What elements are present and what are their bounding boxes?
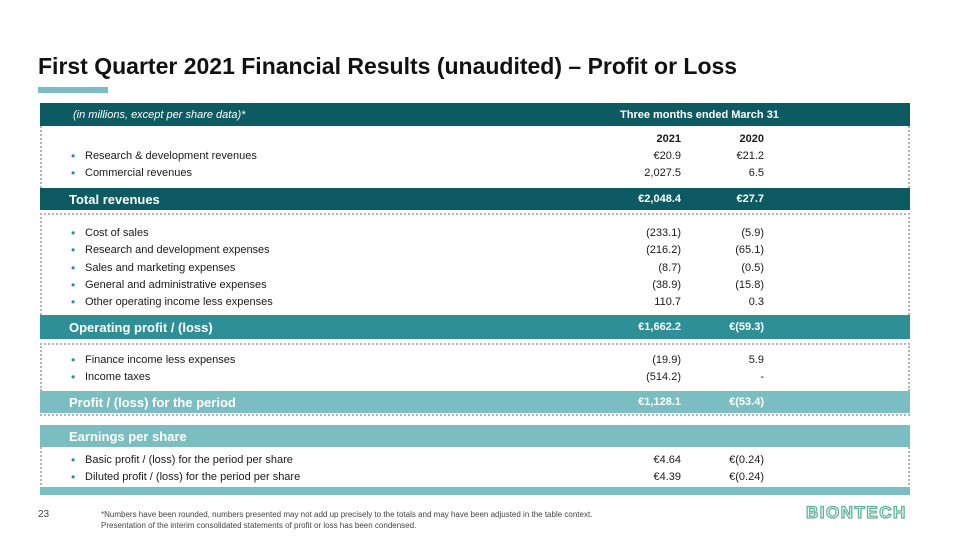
eps-header-label: Earnings per share (69, 428, 187, 444)
value-2020: (15.8) (735, 279, 764, 291)
table-frame-left (40, 126, 42, 188)
bullet-icon: • (71, 243, 76, 257)
bullet-icon: • (71, 226, 76, 240)
footnote: *Numbers have been rounded, numbers pres… (101, 509, 592, 531)
value-2020: 0.3 (748, 296, 764, 308)
section-divider (40, 414, 910, 416)
value-2020: (5.9) (741, 227, 764, 239)
bullet-icon: • (71, 149, 76, 163)
total-revenues-2020: €27.7 (736, 193, 764, 205)
total-revenues-row: Total revenues €2,048.4 €27.7 (40, 188, 910, 210)
value-2021: (216.2) (646, 244, 681, 256)
units-note: (in millions, except per share data)* (73, 108, 246, 121)
footnote-line: Presentation of the interim consolidated… (101, 521, 417, 530)
row-label: Finance income less expenses (85, 354, 236, 366)
logo-text: BIONTECH (806, 503, 907, 522)
row-label: Commercial revenues (85, 167, 192, 179)
table-frame-left (40, 213, 42, 315)
value-2020: €21.2 (736, 150, 764, 162)
bullet-icon: • (71, 453, 76, 467)
section-divider (40, 343, 910, 345)
bullet-icon: • (71, 278, 76, 292)
profit-period-2021: €1,128.1 (638, 396, 681, 408)
row-label: General and administrative expenses (85, 279, 267, 291)
bullet-icon: • (71, 470, 76, 484)
value-2020: 5.9 (748, 354, 764, 366)
year-2020: 2020 (739, 133, 764, 145)
row-label: Research and development expenses (85, 244, 270, 256)
bullet-icon: • (71, 370, 76, 384)
year-header-row: 2021 2020 (40, 131, 910, 148)
eps-header-row: Earnings per share (40, 425, 910, 447)
section-divider (40, 213, 910, 215)
table-row: • Diluted profit / (loss) for the period… (40, 469, 910, 486)
operating-profit-2020: €(59.3) (729, 321, 764, 333)
table-row: • Basic profit / (loss) for the period p… (40, 452, 910, 469)
table-frame-left (40, 447, 42, 489)
table-frame-right (908, 343, 910, 391)
table-row: • Other operating income less expenses 1… (40, 294, 910, 311)
year-2021: 2021 (656, 133, 681, 145)
row-label: Cost of sales (85, 227, 149, 239)
table-frame-right (908, 213, 910, 315)
table-row: • Commercial revenues 2,027.5 6.5 (40, 165, 910, 182)
value-2021: (514.2) (646, 371, 681, 383)
value-2020: (0.5) (741, 262, 764, 274)
value-2021: (38.9) (652, 279, 681, 291)
value-2021: €4.39 (653, 471, 681, 483)
bullet-icon: • (71, 261, 76, 275)
table-frame-right (908, 447, 910, 489)
table-bottom-bar (40, 487, 910, 495)
profit-period-label: Profit / (loss) for the period (69, 394, 236, 410)
row-label: Income taxes (85, 371, 151, 383)
row-label: Research & development revenues (85, 150, 257, 162)
bullet-icon: • (71, 295, 76, 309)
table-row: • Sales and marketing expenses (8.7) (0.… (40, 260, 910, 277)
table-row: • Cost of sales (233.1) (5.9) (40, 225, 910, 242)
value-2020: €(0.24) (729, 471, 764, 483)
footnote-line: *Numbers have been rounded, numbers pres… (101, 510, 593, 519)
operating-profit-2021: €1,662.2 (638, 321, 681, 333)
value-2020: €(0.24) (729, 454, 764, 466)
operating-profit-row: Operating profit / (loss) €1,662.2 €(59.… (40, 315, 910, 339)
value-2021: €4.64 (653, 454, 681, 466)
logo-icon: BIONTECH (805, 502, 907, 522)
table-header: (in millions, except per share data)* Th… (40, 103, 910, 126)
table-row: • General and administrative expenses (3… (40, 277, 910, 294)
value-2021: €20.9 (653, 150, 681, 162)
profit-period-2020: €(53.4) (729, 396, 764, 408)
table-row: • Finance income less expenses (19.9) 5.… (40, 352, 910, 369)
value-2020: - (760, 371, 764, 383)
period-heading: Three months ended March 31 (620, 108, 779, 121)
row-label: Sales and marketing expenses (85, 262, 236, 274)
row-label: Diluted profit / (loss) for the period p… (85, 471, 301, 483)
bullet-icon: • (71, 353, 76, 367)
profit-period-row: Profit / (loss) for the period €1,128.1 … (40, 391, 910, 413)
table-frame-right (908, 126, 910, 188)
operating-profit-label: Operating profit / (loss) (69, 319, 213, 335)
title-accent-bar (38, 87, 108, 93)
total-revenues-2021: €2,048.4 (638, 193, 681, 205)
biontech-logo: BIONTECH (805, 501, 916, 528)
page-title: First Quarter 2021 Financial Results (un… (38, 53, 738, 79)
total-revenues-label: Total revenues (69, 191, 160, 207)
row-label: Basic profit / (loss) for the period per… (85, 454, 293, 466)
table-frame-left (40, 343, 42, 391)
value-2021: (233.1) (646, 227, 681, 239)
bullet-icon: • (71, 166, 76, 180)
table-row: • Research & development revenues €20.9 … (40, 148, 910, 165)
value-2021: 2,027.5 (644, 167, 681, 179)
table-row: • Research and development expenses (216… (40, 242, 910, 259)
table-row: • Income taxes (514.2) - (40, 369, 910, 386)
value-2021: 110.7 (654, 296, 681, 308)
row-label: Other operating income less expenses (85, 296, 273, 308)
value-2020: 6.5 (748, 167, 764, 179)
value-2021: (19.9) (652, 354, 681, 366)
page-number: 23 (38, 509, 50, 520)
value-2021: (8.7) (658, 262, 681, 274)
value-2020: (65.1) (735, 244, 764, 256)
